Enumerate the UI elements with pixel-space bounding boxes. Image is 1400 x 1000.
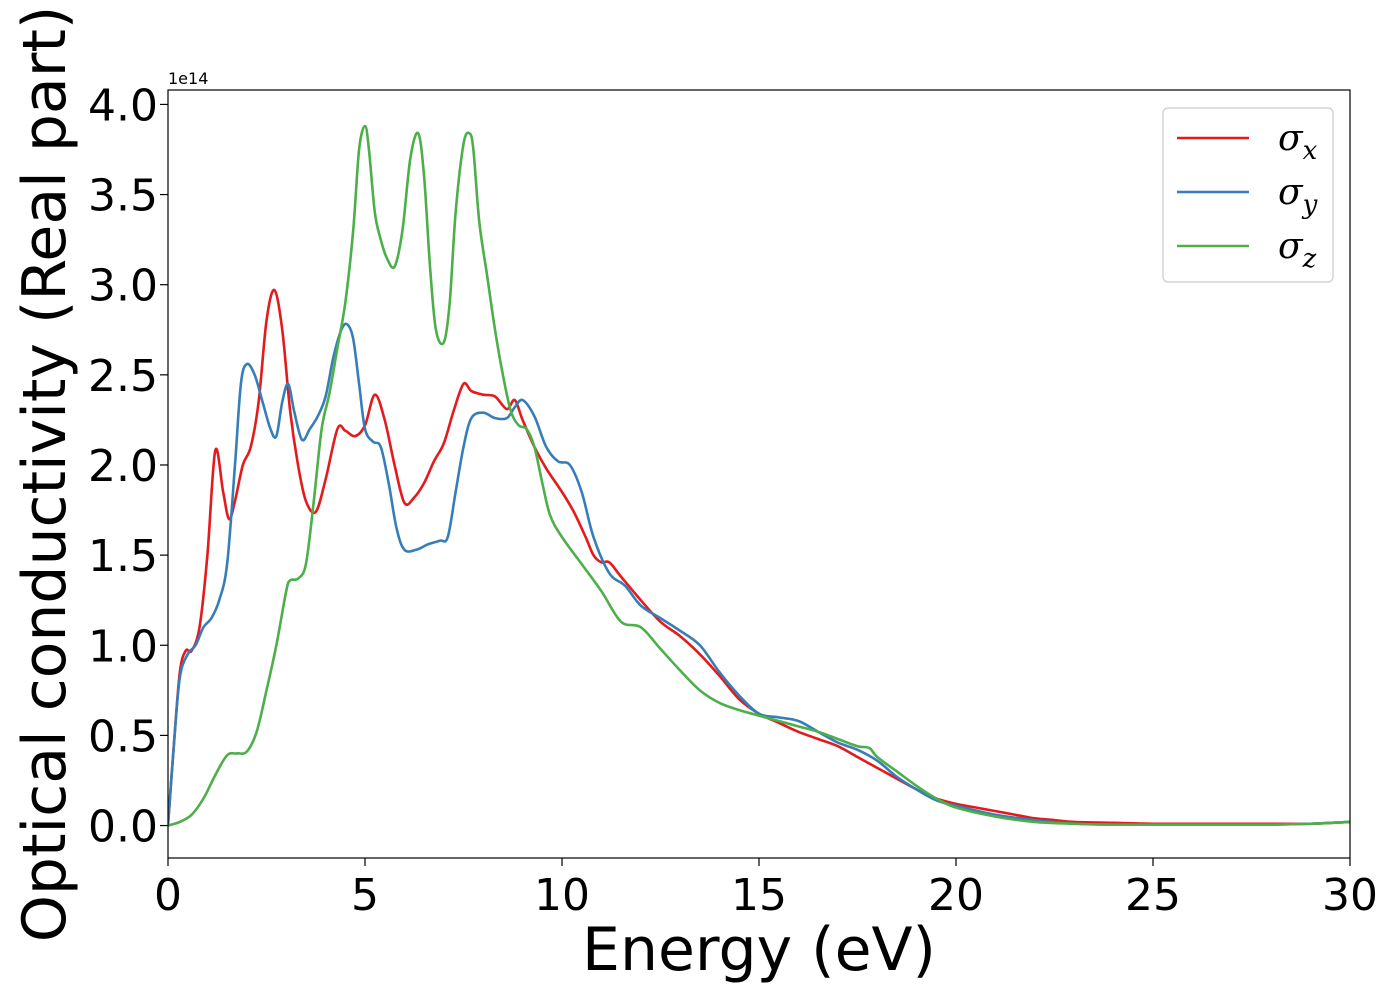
y-axis-title: Optical conductivity (Real part): [10, 6, 80, 943]
y-tick-label: 0.0: [88, 802, 158, 853]
x-axis-title: Energy (eV): [582, 915, 936, 985]
series-lines: [168, 124, 1350, 827]
x-tick-label: 20: [928, 870, 984, 921]
series-line-sigma-y: [168, 322, 1350, 827]
y-tick-label: 1.0: [88, 621, 158, 672]
x-tick-label: 0: [154, 870, 182, 921]
series-line-sigma-x: [168, 288, 1350, 827]
y-tick-label: 1.5: [88, 531, 158, 582]
legend-label-sigma-x: σx: [1278, 118, 1318, 166]
y-tick-label: 4.0: [88, 80, 158, 131]
legend-label-sigma-z: σz: [1278, 226, 1317, 274]
y-tick-label: 0.5: [88, 711, 158, 762]
x-axis-ticks: 0 5 10 15 20 25 30: [154, 858, 1378, 921]
x-tick-label: 15: [731, 870, 787, 921]
x-tick-label: 10: [534, 870, 590, 921]
y-tick-label: 3.5: [88, 171, 158, 222]
x-tick-label: 30: [1322, 870, 1378, 921]
y-axis-ticks: 0.0 0.5 1.0 1.5 2.0 2.5 3.0 3.5 4.0: [88, 80, 168, 853]
legend-box: [1162, 107, 1334, 283]
x-tick-label: 5: [351, 870, 379, 921]
y-offset-label: 1e14: [168, 69, 208, 88]
x-tick-label: 25: [1125, 870, 1181, 921]
series-line-sigma-z: [168, 124, 1350, 827]
y-tick-label: 2.5: [88, 351, 158, 402]
y-tick-label: 3.0: [88, 261, 158, 312]
legend: σx σy σz: [1162, 107, 1334, 283]
legend-label-sigma-y: σy: [1278, 172, 1318, 220]
y-tick-label: 2.0: [88, 441, 158, 492]
